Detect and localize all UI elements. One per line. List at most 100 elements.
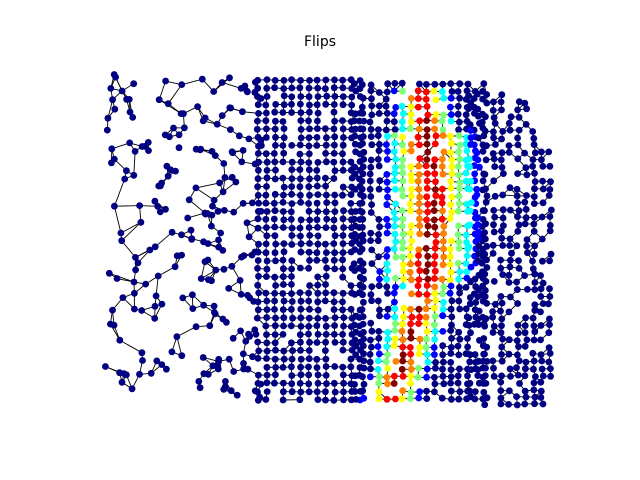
graph-node	[399, 133, 406, 141]
graph-node	[521, 99, 529, 107]
graph-node	[456, 185, 463, 192]
graph-node	[524, 249, 531, 257]
graph-node	[407, 141, 415, 148]
graph-node	[384, 290, 391, 297]
graph-node	[375, 162, 383, 170]
graph-node	[497, 378, 505, 386]
graph-node	[448, 170, 456, 178]
graph-node	[305, 207, 313, 215]
graph-node	[254, 215, 262, 223]
graph-node	[119, 294, 127, 301]
graph-node	[481, 207, 488, 215]
graph-node	[359, 223, 366, 231]
graph-node	[475, 242, 483, 250]
graph-node	[262, 101, 270, 109]
graph-edge	[159, 99, 182, 115]
graph-node	[399, 87, 406, 95]
graph-node	[271, 207, 279, 215]
graph-node	[384, 80, 392, 88]
graph-node	[448, 156, 456, 164]
graph-node	[506, 126, 514, 134]
graph-node	[255, 142, 262, 150]
graph-node	[225, 285, 233, 292]
graph-node	[424, 148, 432, 156]
graph-node	[254, 84, 262, 92]
graph-node	[313, 216, 321, 224]
graph-node	[322, 347, 329, 354]
graph-node	[455, 244, 463, 252]
graph-node	[466, 351, 474, 359]
graph-node	[490, 207, 498, 214]
graph-node	[384, 329, 392, 336]
graph-node	[116, 369, 123, 377]
graph-node	[352, 342, 360, 350]
graph-node	[497, 394, 505, 402]
graph-node	[239, 350, 247, 358]
graph-node	[358, 103, 366, 111]
graph-node	[359, 291, 366, 299]
graph-node	[415, 125, 423, 133]
graph-node	[139, 357, 146, 364]
graph-node	[279, 331, 287, 338]
graph-node	[322, 388, 329, 396]
graph-node	[331, 117, 338, 125]
graph-node	[313, 199, 321, 207]
graph-node	[482, 287, 489, 294]
graph-node	[368, 297, 375, 305]
graph-node	[400, 304, 408, 312]
graph-node	[430, 344, 438, 351]
graph-edge	[114, 178, 126, 207]
graph-node	[481, 127, 489, 135]
graph-node	[279, 199, 287, 206]
graph-node	[537, 322, 545, 329]
graph-node	[416, 155, 424, 162]
graph-node	[305, 264, 312, 272]
graph-node	[546, 293, 554, 300]
graph-node	[243, 219, 251, 227]
graph-node	[305, 363, 312, 371]
graph-node	[331, 249, 338, 257]
graph-node	[297, 355, 305, 363]
graph-node	[351, 267, 358, 274]
graph-edge	[167, 84, 183, 104]
graph-node	[314, 93, 322, 100]
graph-node	[400, 147, 408, 155]
graph-node	[440, 148, 448, 156]
graph-node	[546, 186, 554, 193]
graph-node	[297, 323, 305, 330]
graph-node	[497, 307, 504, 315]
graph-node	[531, 306, 539, 314]
graph-node	[239, 200, 247, 207]
graph-node	[254, 306, 262, 314]
graph-node	[351, 321, 358, 329]
graph-node	[416, 117, 424, 125]
graph-node	[340, 314, 348, 321]
graph-node	[339, 265, 347, 273]
graph-node	[439, 80, 447, 88]
graph-node	[514, 106, 521, 114]
graph-node	[475, 250, 483, 257]
graph-node	[507, 113, 515, 121]
graph-node	[351, 231, 359, 238]
graph-node	[505, 148, 513, 156]
graph-node	[306, 232, 314, 239]
graph-node	[271, 125, 279, 133]
graph-node	[270, 150, 278, 157]
graph-node	[497, 98, 505, 106]
graph-node	[192, 323, 200, 331]
graph-node	[287, 215, 295, 223]
graph-node	[375, 379, 383, 387]
graph-node	[467, 329, 474, 337]
graph-node	[279, 118, 287, 125]
graph-node	[330, 396, 338, 404]
graph-node	[347, 305, 355, 313]
graph-node	[474, 221, 482, 229]
graph-node	[126, 139, 134, 147]
graph-node	[359, 313, 367, 320]
graph-node	[455, 395, 463, 403]
graph-node	[280, 248, 288, 256]
graph-node	[200, 301, 208, 309]
graph-node	[367, 163, 375, 171]
graph-node	[232, 178, 240, 186]
graph-node	[406, 244, 414, 252]
